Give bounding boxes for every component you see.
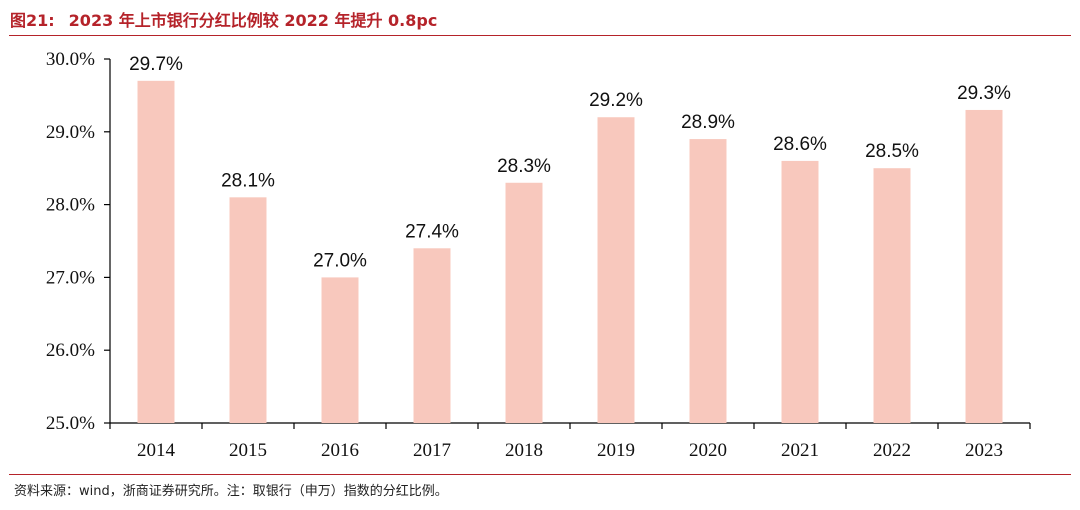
bars xyxy=(137,80,1003,424)
y-tick-label: 25.0% xyxy=(46,413,95,434)
x-tick-label: 2019 xyxy=(597,440,635,461)
data-label: 27.4% xyxy=(405,221,459,242)
y-tick-label: 28.0% xyxy=(46,195,95,216)
bar xyxy=(321,277,359,423)
figure-label: 图21: xyxy=(10,11,55,30)
y-tick-label: 27.0% xyxy=(46,267,95,288)
bar xyxy=(873,168,911,423)
data-label: 29.2% xyxy=(589,90,643,111)
x-tick-label: 2018 xyxy=(505,440,543,461)
y-tick-label: 29.0% xyxy=(46,122,95,143)
x-tick-label: 2014 xyxy=(137,440,176,461)
bar-chart: 25.0%26.0%27.0%28.0%29.0%30.0% 2014 2015 2… xyxy=(46,49,1031,461)
source-rule xyxy=(9,474,1071,475)
bar xyxy=(689,139,727,423)
x-tick-label: 2023 xyxy=(965,440,1003,461)
x-axis: 2014 2015 2016 2017 2018 2019 2020 2021 2022 2023 xyxy=(109,422,1031,461)
bar xyxy=(229,197,267,423)
bar xyxy=(781,160,819,424)
data-label: 28.9% xyxy=(681,112,735,133)
data-label: 29.3% xyxy=(957,83,1011,104)
source-note: 资料来源：wind，浙商证券研究所。注：取银行（申万）指数的分红比例。 xyxy=(14,484,448,499)
data-label: 28.1% xyxy=(221,170,275,191)
title-rule xyxy=(9,35,1071,36)
bar xyxy=(413,248,451,423)
y-tick-label: 26.0% xyxy=(46,340,95,361)
bar xyxy=(965,109,1003,424)
y-tick-label: 30.0% xyxy=(46,49,95,70)
data-label: 28.6% xyxy=(773,134,827,155)
y-axis: 25.0% 26.0% 27.0% 28.0% 29.0% 30.0% xyxy=(46,49,111,434)
x-tick-label: 2022 xyxy=(873,440,911,461)
x-tick-label: 2015 xyxy=(229,440,267,461)
x-tick-label: 2017 xyxy=(413,440,451,461)
x-tick-label: 2020 xyxy=(689,440,727,461)
data-label: 28.3% xyxy=(497,156,551,177)
data-label: 28.5% xyxy=(865,141,919,162)
x-tick-label: 2016 xyxy=(321,440,359,461)
data-label: 29.7% xyxy=(129,54,183,75)
data-label: 27.0% xyxy=(313,250,367,271)
figure-title: 2023 年上市银行分红比例较 2022 年提升 0.8pc xyxy=(68,11,438,30)
figure-header: 图21: 2023 年上市银行分红比例较 2022 年提升 0.8pc xyxy=(10,7,1070,33)
x-tick-label: 2021 xyxy=(781,440,819,461)
bar xyxy=(137,80,175,423)
bar xyxy=(505,182,543,423)
data-labels: 29.7% 28.1% 27.0% 27.4% 28.3% 29.2% 28.9% 28.6%… xyxy=(129,54,1011,272)
bar xyxy=(597,117,635,424)
